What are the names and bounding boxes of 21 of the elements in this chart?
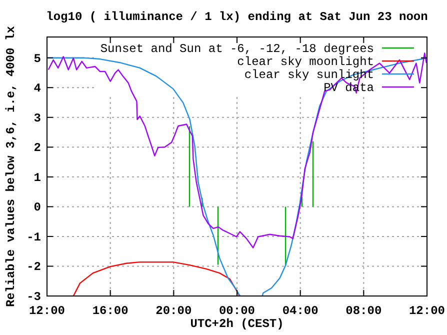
y-tick-label: 2 (34, 141, 41, 156)
y-tick-label: -2 (26, 260, 41, 274)
x-tick-label: 12:00 (28, 304, 66, 318)
x-tick-label: 20:00 (156, 304, 192, 318)
y-tick-label: -3 (26, 290, 41, 304)
y-axis-title: Reliable values below 3,6, i.e, 4000 lx (4, 26, 18, 307)
x-tick-label: 08:00 (346, 304, 382, 318)
x-tick-label: 16:00 (92, 304, 128, 318)
y-tick-label: 5 (34, 52, 41, 66)
legend-label: clear sky moonlight (237, 55, 374, 69)
x-axis-title: UTC+2h (CEST) (190, 317, 284, 331)
x-tick-label: 12:00 (408, 304, 446, 318)
x-tick-label: 00:00 (218, 304, 256, 318)
y-tick-label: 3 (34, 111, 41, 126)
y-tick-label: 0 (34, 200, 41, 215)
chart-title: log10 ( illuminance / 1 lx) ending at Sat Jun 23 noon (46, 10, 428, 24)
x-tick-label: 04:00 (282, 304, 318, 318)
y-tick-label: -1 (26, 230, 41, 244)
y-tick-label: 4 (34, 82, 41, 96)
y-tick-label: 1 (34, 170, 41, 185)
legend-label: Sunset and Sun at -6, -12, -18 degrees (100, 42, 374, 56)
